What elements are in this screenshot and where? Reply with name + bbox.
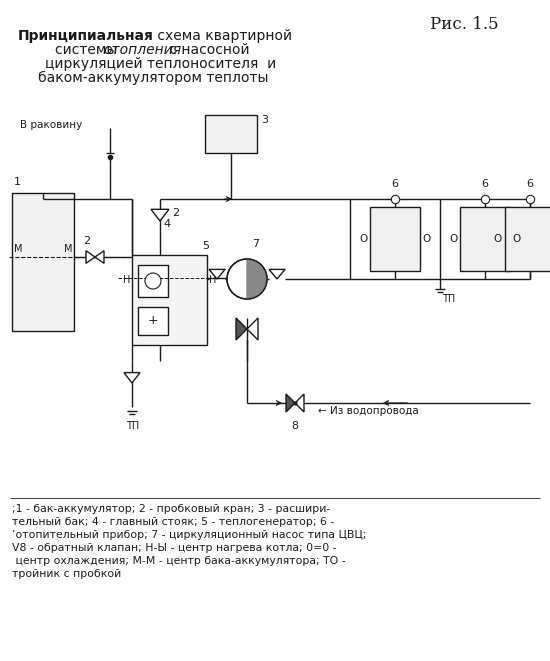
Polygon shape bbox=[295, 394, 304, 412]
Text: О: О bbox=[449, 234, 457, 244]
Bar bbox=[138, 307, 168, 335]
Text: Принципиальная: Принципиальная bbox=[18, 29, 154, 43]
Text: 4: 4 bbox=[163, 219, 170, 229]
Text: ТП: ТП bbox=[442, 294, 455, 304]
Text: центр охлаждения; М-М - центр бака-аккумулятора; ТО -: центр охлаждения; М-М - центр бака-аккум… bbox=[12, 556, 345, 566]
Text: О: О bbox=[422, 234, 430, 244]
Text: баком-аккумулятором теплоты: баком-аккумулятором теплоты bbox=[38, 71, 268, 85]
Text: ;1 - бак-аккумулятор; 2 - пробковый кран; 3 - расшири-: ;1 - бак-аккумулятор; 2 - пробковый кран… bbox=[12, 504, 330, 514]
Bar bbox=[205, 115, 257, 153]
Text: 5: 5 bbox=[202, 241, 209, 251]
Polygon shape bbox=[236, 318, 247, 340]
Text: 6: 6 bbox=[481, 179, 488, 189]
Text: o: o bbox=[151, 276, 156, 286]
Bar bbox=[505, 207, 550, 271]
Text: схема квартирной: схема квартирной bbox=[153, 29, 292, 43]
Circle shape bbox=[145, 273, 161, 289]
Text: О: О bbox=[494, 234, 502, 244]
Bar bbox=[460, 207, 510, 271]
Text: ← Из водопровода: ← Из водопровода bbox=[318, 406, 419, 416]
Bar bbox=[132, 255, 207, 345]
Bar bbox=[12, 193, 74, 331]
Text: 6: 6 bbox=[392, 179, 399, 189]
Text: тельный бак; 4 - главный стояк; 5 - теплогенератор; 6 -: тельный бак; 4 - главный стояк; 5 - тепл… bbox=[12, 517, 334, 527]
Text: ТП: ТП bbox=[126, 421, 140, 431]
Text: системы: системы bbox=[55, 43, 122, 57]
Text: 1: 1 bbox=[14, 177, 21, 187]
Polygon shape bbox=[269, 270, 285, 279]
Text: М: М bbox=[14, 244, 23, 254]
Text: О: О bbox=[512, 234, 520, 244]
Text: 2: 2 bbox=[172, 208, 179, 218]
Text: 3: 3 bbox=[261, 115, 268, 125]
Text: Н: Н bbox=[123, 275, 130, 285]
Polygon shape bbox=[95, 251, 104, 263]
Bar bbox=[370, 207, 420, 271]
Polygon shape bbox=[209, 270, 225, 279]
Text: Рис. 1.5: Рис. 1.5 bbox=[430, 16, 499, 33]
Text: 7: 7 bbox=[252, 239, 259, 249]
Text: 8: 8 bbox=[292, 421, 299, 431]
Text: М: М bbox=[64, 244, 73, 254]
Polygon shape bbox=[247, 259, 267, 299]
Text: О: О bbox=[359, 234, 367, 244]
Text: V8 - обратный клапан; Н-Ы - центр нагрева котла; 0=0 -: V8 - обратный клапан; Н-Ы - центр нагрев… bbox=[12, 543, 337, 553]
Text: В раковину: В раковину bbox=[20, 120, 82, 130]
Text: 2: 2 bbox=[83, 236, 90, 246]
Polygon shape bbox=[286, 394, 295, 412]
Polygon shape bbox=[124, 373, 140, 383]
Text: Н: Н bbox=[209, 275, 216, 285]
Text: ’отопительный прибор; 7 - циркуляционный насос типа ЦВЦ;: ’отопительный прибор; 7 - циркуляционный… bbox=[12, 530, 366, 540]
Text: отопления: отопления bbox=[103, 43, 181, 57]
Circle shape bbox=[227, 259, 267, 299]
Text: 6: 6 bbox=[526, 179, 534, 189]
Polygon shape bbox=[151, 210, 169, 221]
Text: +: + bbox=[148, 315, 158, 327]
Text: с насосной: с насосной bbox=[165, 43, 250, 57]
Polygon shape bbox=[247, 318, 258, 340]
Polygon shape bbox=[86, 251, 95, 263]
Bar bbox=[138, 265, 168, 297]
Text: тройник с пробкой: тройник с пробкой bbox=[12, 569, 121, 579]
Text: циркуляцией теплоносителя  и: циркуляцией теплоносителя и bbox=[45, 57, 276, 71]
